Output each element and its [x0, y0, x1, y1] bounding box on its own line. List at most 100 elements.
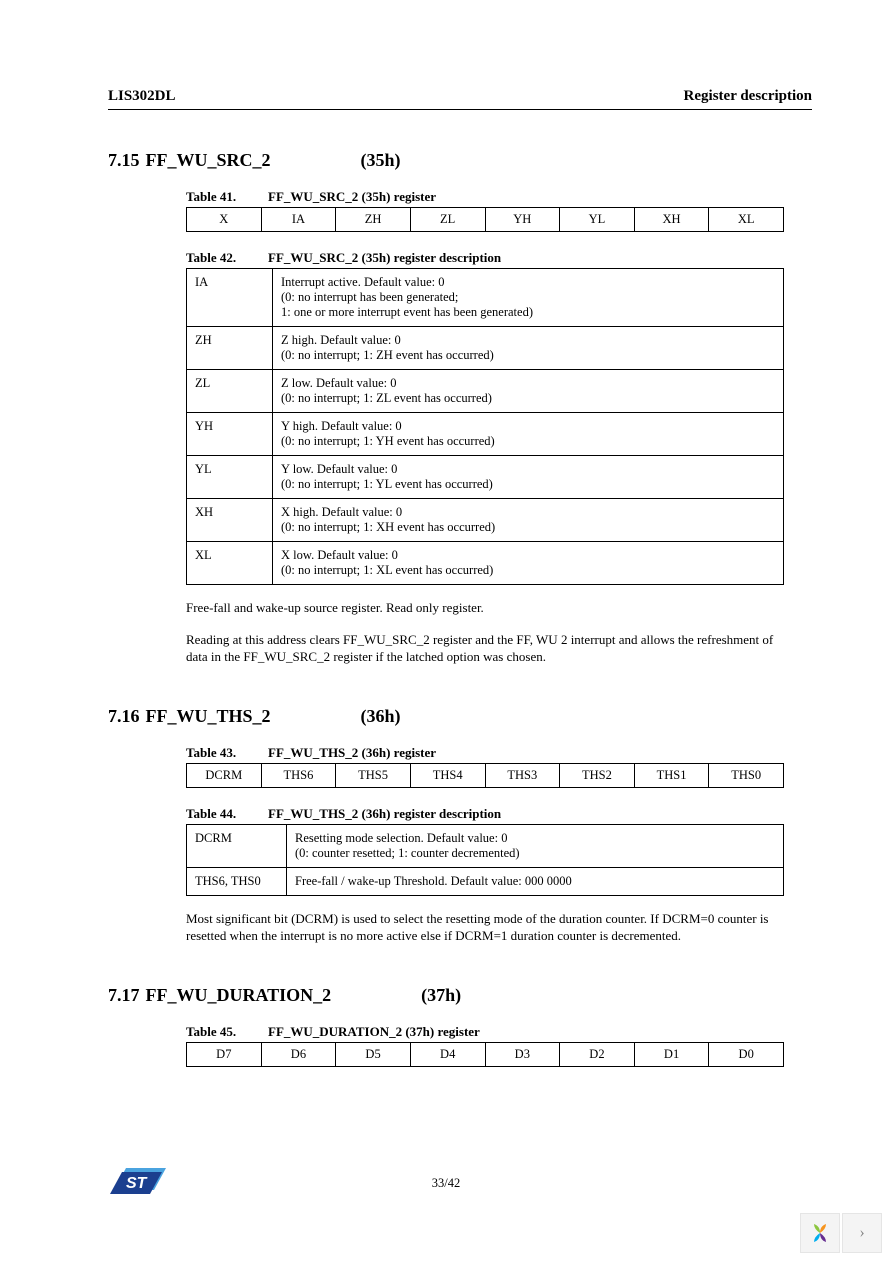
bit-cell: D1	[634, 1042, 709, 1066]
field-description: Interrupt active. Default value: 0(0: no…	[273, 269, 784, 327]
table-number: Table 42.	[186, 250, 268, 266]
field-name: DCRM	[187, 824, 287, 867]
page: LIS302DL Register description 7.15 FF_WU_…	[0, 0, 892, 1263]
bit-cell: THS1	[634, 763, 709, 787]
nav-home-button[interactable]	[800, 1213, 840, 1253]
field-description: Z low. Default value: 0(0: no interrupt;…	[273, 370, 784, 413]
table-row: YHY high. Default value: 0(0: no interru…	[187, 413, 784, 456]
bit-cell: D5	[336, 1042, 411, 1066]
bit-cell: THS3	[485, 763, 560, 787]
bit-cell: DCRM	[187, 763, 262, 787]
section-content: Table 43.FF_WU_THS_2 (36h) registerDCRMT…	[186, 745, 812, 945]
table-row: ZLZ low. Default value: 0(0: no interrup…	[187, 370, 784, 413]
field-description: Y low. Default value: 0(0: no interrupt;…	[273, 456, 784, 499]
field-description: Free-fall / wake-up Threshold. Default v…	[287, 867, 784, 895]
field-name: XL	[187, 542, 273, 585]
bit-cell: ZL	[410, 208, 485, 232]
table-row: IAInterrupt active. Default value: 0(0: …	[187, 269, 784, 327]
bit-cell: D6	[261, 1042, 336, 1066]
bit-cell: THS0	[709, 763, 784, 787]
section-name: FF_WU_THS_2	[146, 706, 271, 726]
bit-cell: ZH	[336, 208, 411, 232]
table-title: FF_WU_THS_2 (36h) register description	[268, 806, 501, 821]
register-bits-table: XIAZHZLYHYLXHXL	[186, 207, 784, 232]
field-description: Y high. Default value: 0(0: no interrupt…	[273, 413, 784, 456]
table-title: FF_WU_DURATION_2 (37h) register	[268, 1024, 480, 1039]
page-header: LIS302DL Register description	[108, 88, 812, 105]
section-name: FF_WU_DURATION_2	[146, 985, 332, 1005]
paragraph: Most significant bit (DCRM) is used to s…	[186, 910, 784, 945]
petal-icon	[809, 1222, 831, 1244]
table-number: Table 41.	[186, 189, 268, 205]
bit-cell: IA	[261, 208, 336, 232]
section-number: 7.16	[108, 706, 140, 726]
table-row: DCRMResetting mode selection. Default va…	[187, 824, 784, 867]
table-title: FF_WU_THS_2 (36h) register	[268, 745, 436, 760]
table-row: XLX low. Default value: 0(0: no interrup…	[187, 542, 784, 585]
field-name: ZL	[187, 370, 273, 413]
field-description: Z high. Default value: 0(0: no interrupt…	[273, 327, 784, 370]
table-title: FF_WU_SRC_2 (35h) register description	[268, 250, 501, 265]
section-name: FF_WU_SRC_2	[146, 150, 271, 170]
bit-cell: D7	[187, 1042, 262, 1066]
table-caption: Table 41.FF_WU_SRC_2 (35h) register	[186, 189, 812, 205]
register-bits-table: D7D6D5D4D3D2D1D0	[186, 1042, 784, 1067]
section-address: (36h)	[361, 706, 401, 726]
bit-cell: D4	[410, 1042, 485, 1066]
section-address: (35h)	[361, 150, 401, 170]
bit-cell: XL	[709, 208, 784, 232]
field-name: IA	[187, 269, 273, 327]
section: 7.15FF_WU_SRC_2(35h)Table 41.FF_WU_SRC_2…	[108, 150, 812, 666]
table-caption: Table 45.FF_WU_DURATION_2 (37h) register	[186, 1024, 812, 1040]
header-left: LIS302DL	[108, 88, 176, 105]
bit-cell: D0	[709, 1042, 784, 1066]
section-content: Table 41.FF_WU_SRC_2 (35h) register XIAZH…	[186, 189, 812, 666]
section-address: (37h)	[421, 985, 461, 1005]
table-row: XHX high. Default value: 0(0: no interru…	[187, 499, 784, 542]
section-content: Table 45.FF_WU_DURATION_2 (37h) register…	[186, 1024, 812, 1067]
section: 7.17 FF_WU_DURATION_2 (37h) Table 45.FF_WU_…	[108, 985, 812, 1067]
bit-cell: D2	[560, 1042, 635, 1066]
section-number: 7.17	[108, 985, 140, 1005]
register-description-table: IAInterrupt active. Default value: 0(0: …	[186, 268, 784, 585]
paragraph: Reading at this address clears FF_WU_SRC…	[186, 631, 784, 666]
section-heading: 7.15 FF_WU_SRC_2 (35h)	[108, 150, 812, 171]
register-description-table: DCRMResetting mode selection. Default va…	[186, 824, 784, 896]
section-heading: 7.17 FF_WU_DURATION_2 (37h)	[108, 985, 812, 1006]
field-description: X low. Default value: 0(0: no interrupt;…	[273, 542, 784, 585]
nav-next-button[interactable]: ›	[842, 1213, 882, 1253]
svg-text:ST: ST	[126, 1175, 148, 1192]
field-description: Resetting mode selection. Default value:…	[287, 824, 784, 867]
field-name: XH	[187, 499, 273, 542]
header-right: Register description	[684, 88, 812, 105]
section-number: 7.15	[108, 150, 140, 170]
page-nav: ›	[798, 1213, 882, 1253]
table-row: THS6, THS0Free-fall / wake-up Threshold.…	[187, 867, 784, 895]
table-number: Table 45.	[186, 1024, 268, 1040]
header-rule	[108, 109, 812, 110]
chevron-right-icon: ›	[859, 1224, 864, 1242]
table-caption: Table 43.FF_WU_THS_2 (36h) register	[186, 745, 812, 761]
table-row: YLY low. Default value: 0(0: no interrup…	[187, 456, 784, 499]
table-caption: Table 44.FF_WU_THS_2 (36h) register desc…	[186, 806, 812, 822]
field-name: YH	[187, 413, 273, 456]
section: 7.16 FF_WU_THS_2 (36h) Table 43.FF_WU_THS_2…	[108, 706, 812, 945]
table-title: FF_WU_SRC_2 (35h) register	[268, 189, 436, 204]
field-name: YL	[187, 456, 273, 499]
table-row: ZHZ high. Default value: 0(0: no interru…	[187, 327, 784, 370]
field-name: THS6, THS0	[187, 867, 287, 895]
register-bits-table: DCRMTHS6THS5THS4THS3THS2THS1THS0	[186, 763, 784, 788]
st-logo: ST	[108, 1162, 168, 1205]
bit-cell: D3	[485, 1042, 560, 1066]
bit-cell: XH	[634, 208, 709, 232]
bit-cell: THS5	[336, 763, 411, 787]
field-description: X high. Default value: 0(0: no interrupt…	[273, 499, 784, 542]
section-heading: 7.16 FF_WU_THS_2 (36h)	[108, 706, 812, 727]
bit-cell: THS6	[261, 763, 336, 787]
bit-cell: THS4	[410, 763, 485, 787]
field-name: ZH	[187, 327, 273, 370]
table-caption: Table 42.FF_WU_SRC_2 (35h) register desc…	[186, 250, 812, 266]
bit-cell: YL	[560, 208, 635, 232]
bit-cell: YH	[485, 208, 560, 232]
table-number: Table 44.	[186, 806, 268, 822]
